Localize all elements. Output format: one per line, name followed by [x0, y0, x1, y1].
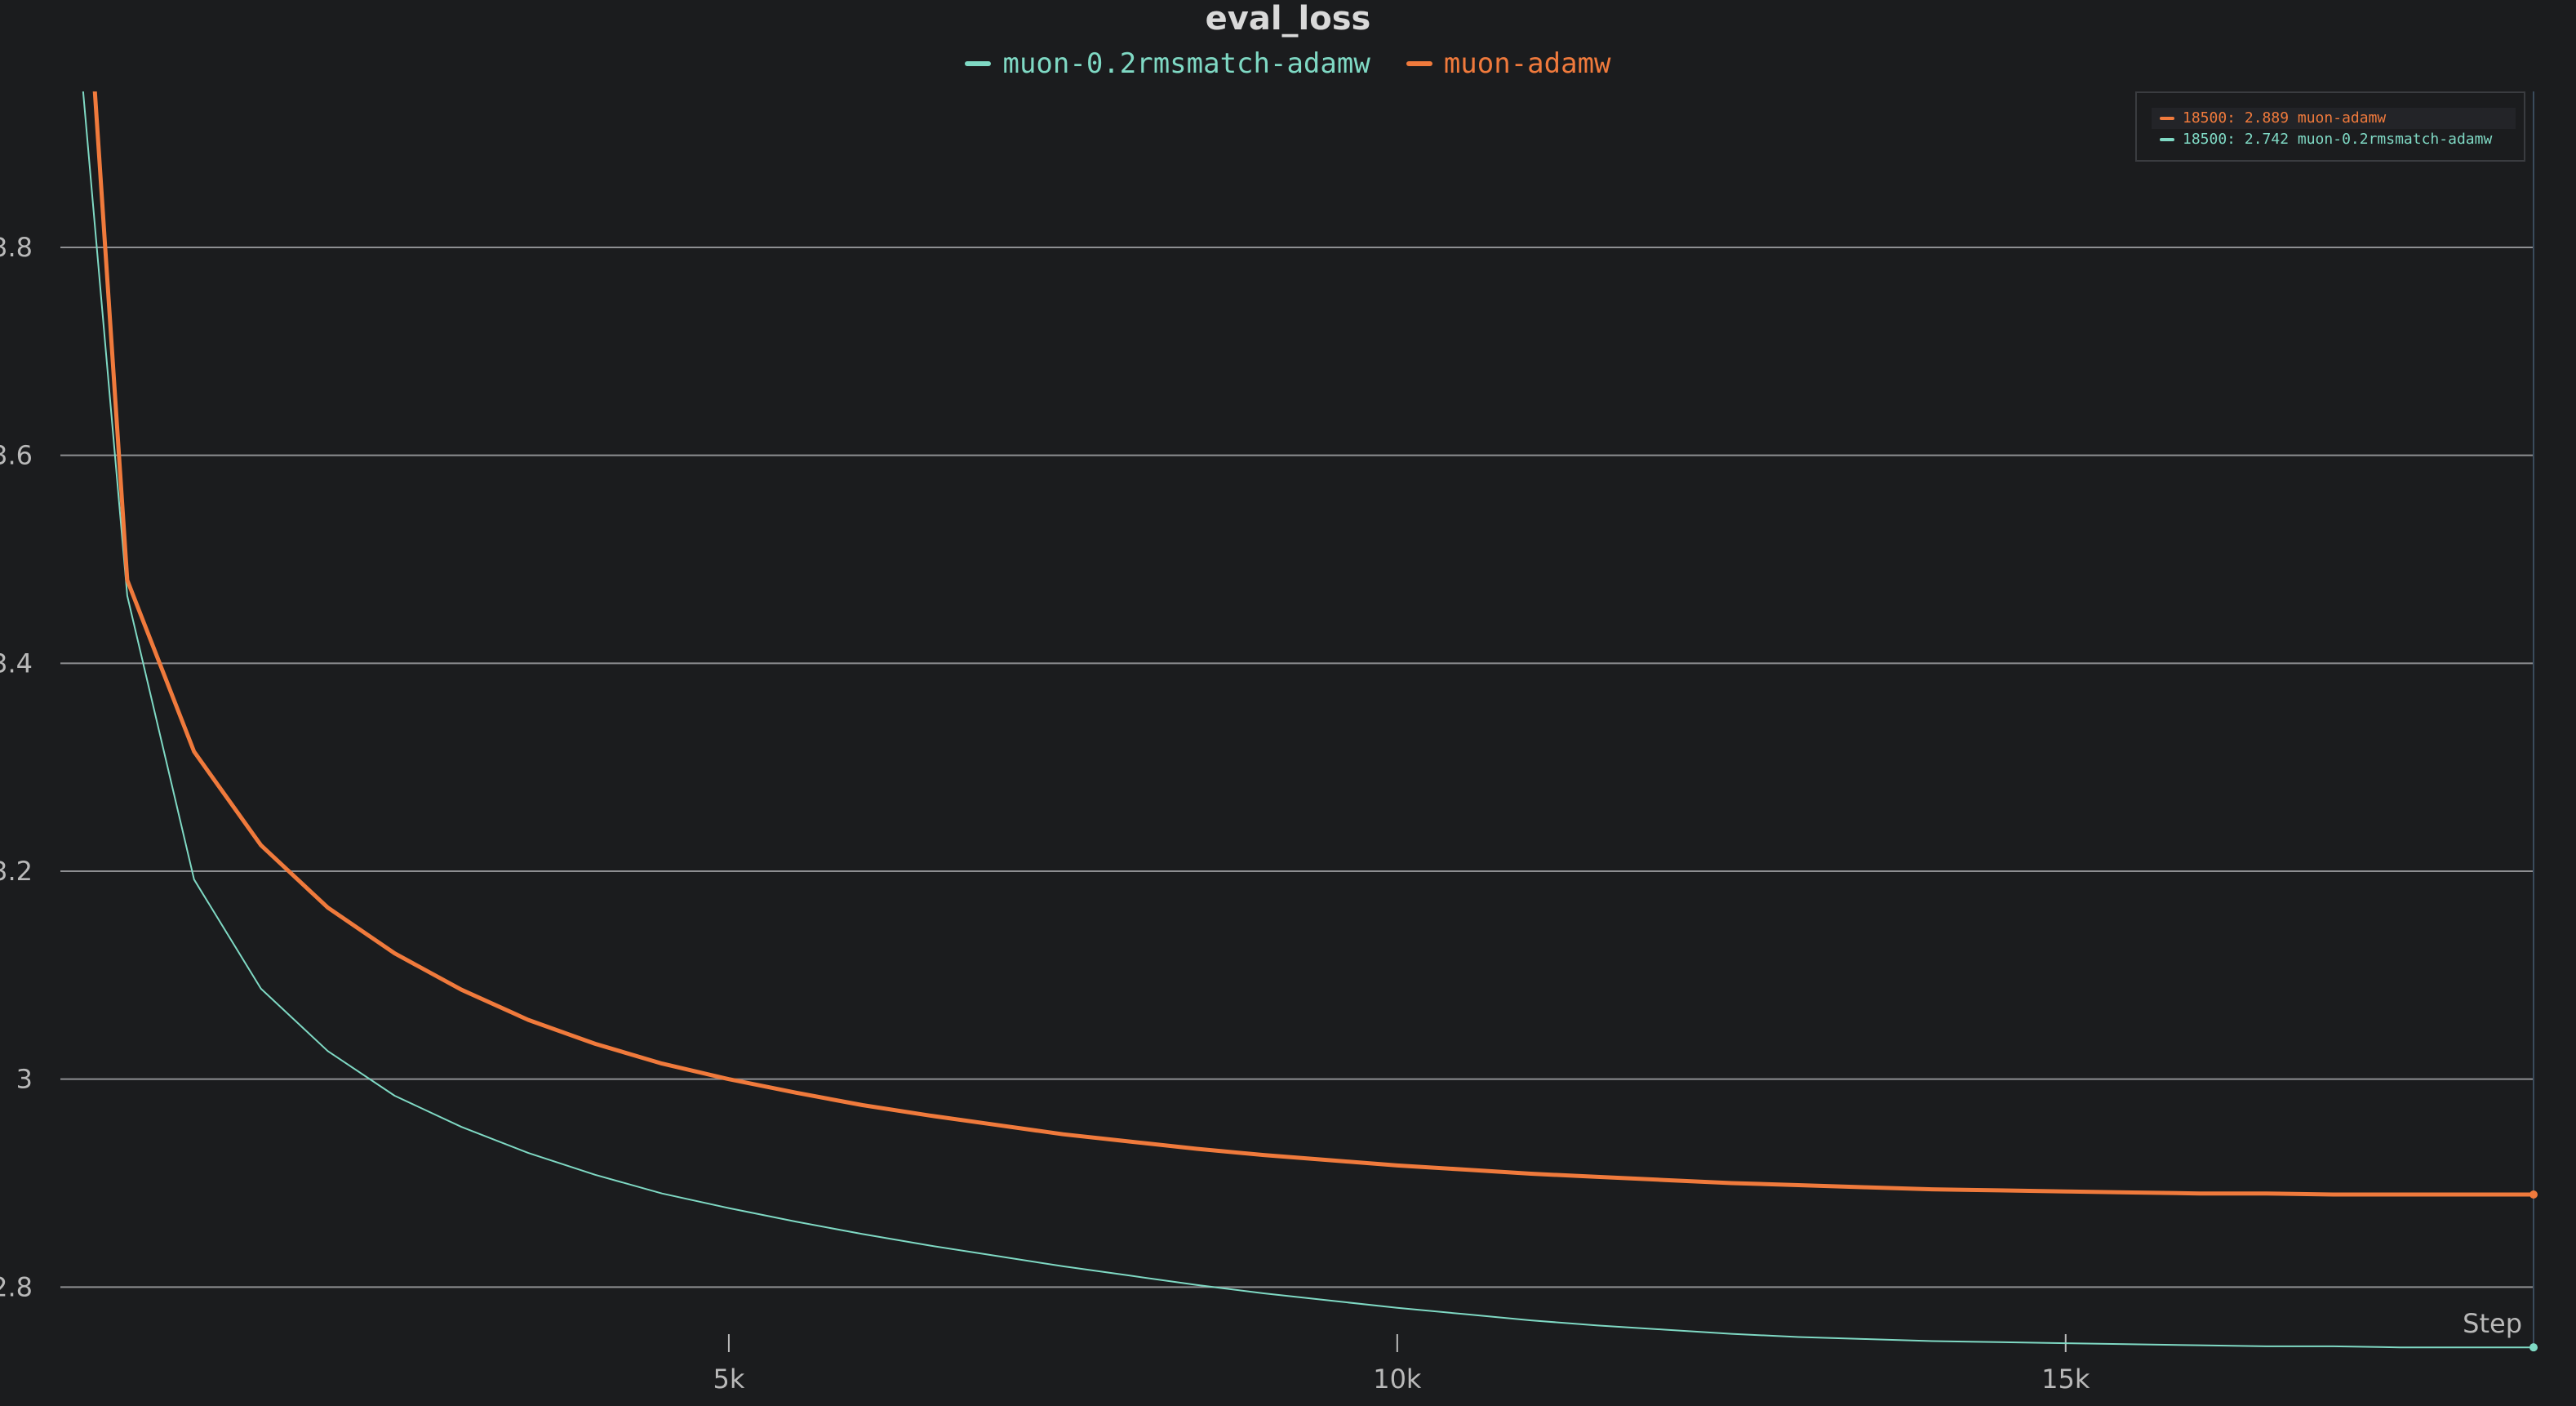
tooltip-swatch — [2160, 116, 2174, 120]
legend-swatch-series-0 — [965, 61, 992, 66]
y-tick-label: 2.8 — [0, 1271, 33, 1302]
y-tick-label: 3.4 — [0, 647, 33, 679]
tooltip-row: 18500: 2.742 muon-0.2rmsmatch-adamw — [2160, 131, 2492, 148]
chart-title: eval_loss — [1205, 0, 1371, 38]
legend-label-series-1: muon-adamw — [1443, 47, 1611, 80]
legend: muon-0.2rmsmatch-adamw muon-adamw — [0, 47, 2576, 80]
series-layer — [82, 91, 2538, 1352]
y-tick-label: 3 — [16, 1064, 33, 1095]
series-line-1 — [92, 91, 2534, 1197]
legend-swatch-series-1 — [1406, 61, 1432, 66]
series-line-0 — [82, 91, 2534, 1349]
series-endpoint-1 — [2529, 1190, 2538, 1199]
legend-item-series-0[interactable]: muon-0.2rmsmatch-adamw — [965, 47, 1370, 80]
tooltip-highlight — [2152, 108, 2516, 129]
legend-label-series-0: muon-0.2rmsmatch-adamw — [1002, 47, 1370, 80]
grid — [60, 247, 2534, 1288]
tooltip-row: 18500: 2.889 muon-adamw — [2160, 109, 2386, 127]
x-tick-label: 10k — [1373, 1364, 1422, 1395]
x-tick-label: 15k — [2041, 1364, 2090, 1395]
series-endpoint-0 — [2529, 1343, 2538, 1352]
x-axis: 5k 10k 15k — [713, 1334, 2090, 1395]
tooltip-text: 18500: 2.742 muon-0.2rmsmatch-adamw — [2183, 131, 2493, 148]
hover-tooltip: 18500: 2.889 muon-adamw 18500: 2.742 muo… — [2135, 91, 2525, 162]
x-tick-label: 5k — [713, 1364, 744, 1395]
legend-item-series-1[interactable]: muon-adamw — [1406, 47, 1611, 80]
x-axis-label: Step — [2463, 1308, 2522, 1339]
tooltip-text: 18500: 2.889 muon-adamw — [2183, 109, 2387, 127]
y-tick-label: 3.8 — [0, 232, 33, 263]
y-tick-label: 3.6 — [0, 440, 33, 471]
tooltip-swatch — [2160, 137, 2174, 141]
y-axis: 2.8 3 3.2 3.4 3.6 3.8 — [0, 232, 33, 1302]
y-tick-label: 3.2 — [0, 856, 33, 887]
